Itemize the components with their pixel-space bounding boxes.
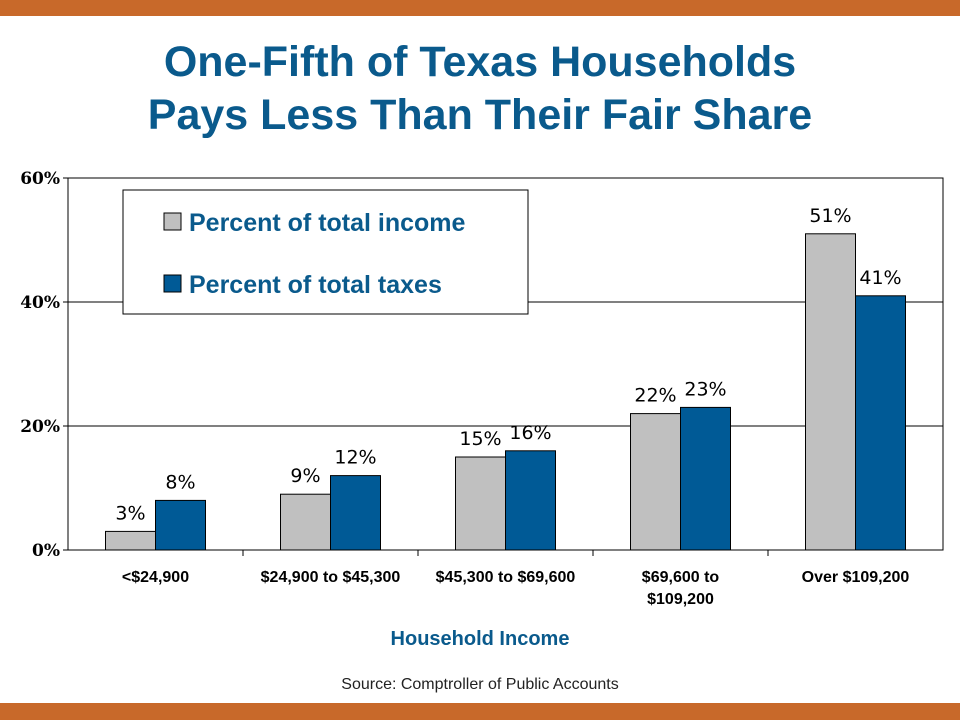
y-tick-label: 0% xyxy=(32,541,60,561)
x-axis-title: Household Income xyxy=(390,628,570,650)
data-label: 41% xyxy=(859,267,901,289)
title-line-2: Pays Less Than Their Fair Share xyxy=(147,91,813,139)
data-label: 15% xyxy=(459,428,501,450)
legend-label: Percent of total taxes xyxy=(189,271,442,299)
data-label: 22% xyxy=(634,385,676,407)
y-tick-label: 20% xyxy=(20,417,60,437)
taxes-bar xyxy=(505,450,556,551)
x-tick-label: <$24,900 xyxy=(122,569,189,586)
source-note: Source: Comptroller of Public Accounts xyxy=(341,676,619,693)
legend-box xyxy=(122,189,529,315)
slide-title: One-Fifth of Texas Households Pays Less … xyxy=(0,36,960,142)
top-accent-bar xyxy=(0,0,960,16)
data-label: 9% xyxy=(290,465,320,487)
taxes-bar xyxy=(680,406,731,551)
taxes-bar xyxy=(155,499,206,551)
income-bar xyxy=(280,493,331,551)
legend-label: Percent of total income xyxy=(189,209,466,237)
x-tick-label: $24,900 to $45,300 xyxy=(261,569,401,586)
x-tick-label: $109,200 xyxy=(647,591,714,608)
data-label: 3% xyxy=(115,502,145,524)
x-tick-label: Over $109,200 xyxy=(802,569,910,586)
income-bar xyxy=(105,530,156,551)
legend-taxes-swatch xyxy=(163,274,182,293)
data-label: 12% xyxy=(334,447,376,469)
taxes-bar xyxy=(330,475,381,551)
income-bar xyxy=(630,413,681,551)
y-tick-label: 40% xyxy=(20,293,60,313)
income-bar xyxy=(805,233,856,551)
y-tick-label: 60% xyxy=(20,169,60,189)
x-tick-label: $69,600 to xyxy=(642,569,720,586)
income-bar xyxy=(455,456,506,551)
x-tick-label: $45,300 to $69,600 xyxy=(436,569,576,586)
taxes-bar xyxy=(855,295,906,551)
title-line-1: One-Fifth of Texas Households xyxy=(163,38,797,86)
data-label: 8% xyxy=(165,471,195,493)
data-label: 51% xyxy=(809,205,851,227)
bottom-accent-bar xyxy=(0,703,960,720)
data-label: 23% xyxy=(684,378,726,400)
legend-income-swatch xyxy=(163,212,182,231)
data-label: 16% xyxy=(509,422,551,444)
